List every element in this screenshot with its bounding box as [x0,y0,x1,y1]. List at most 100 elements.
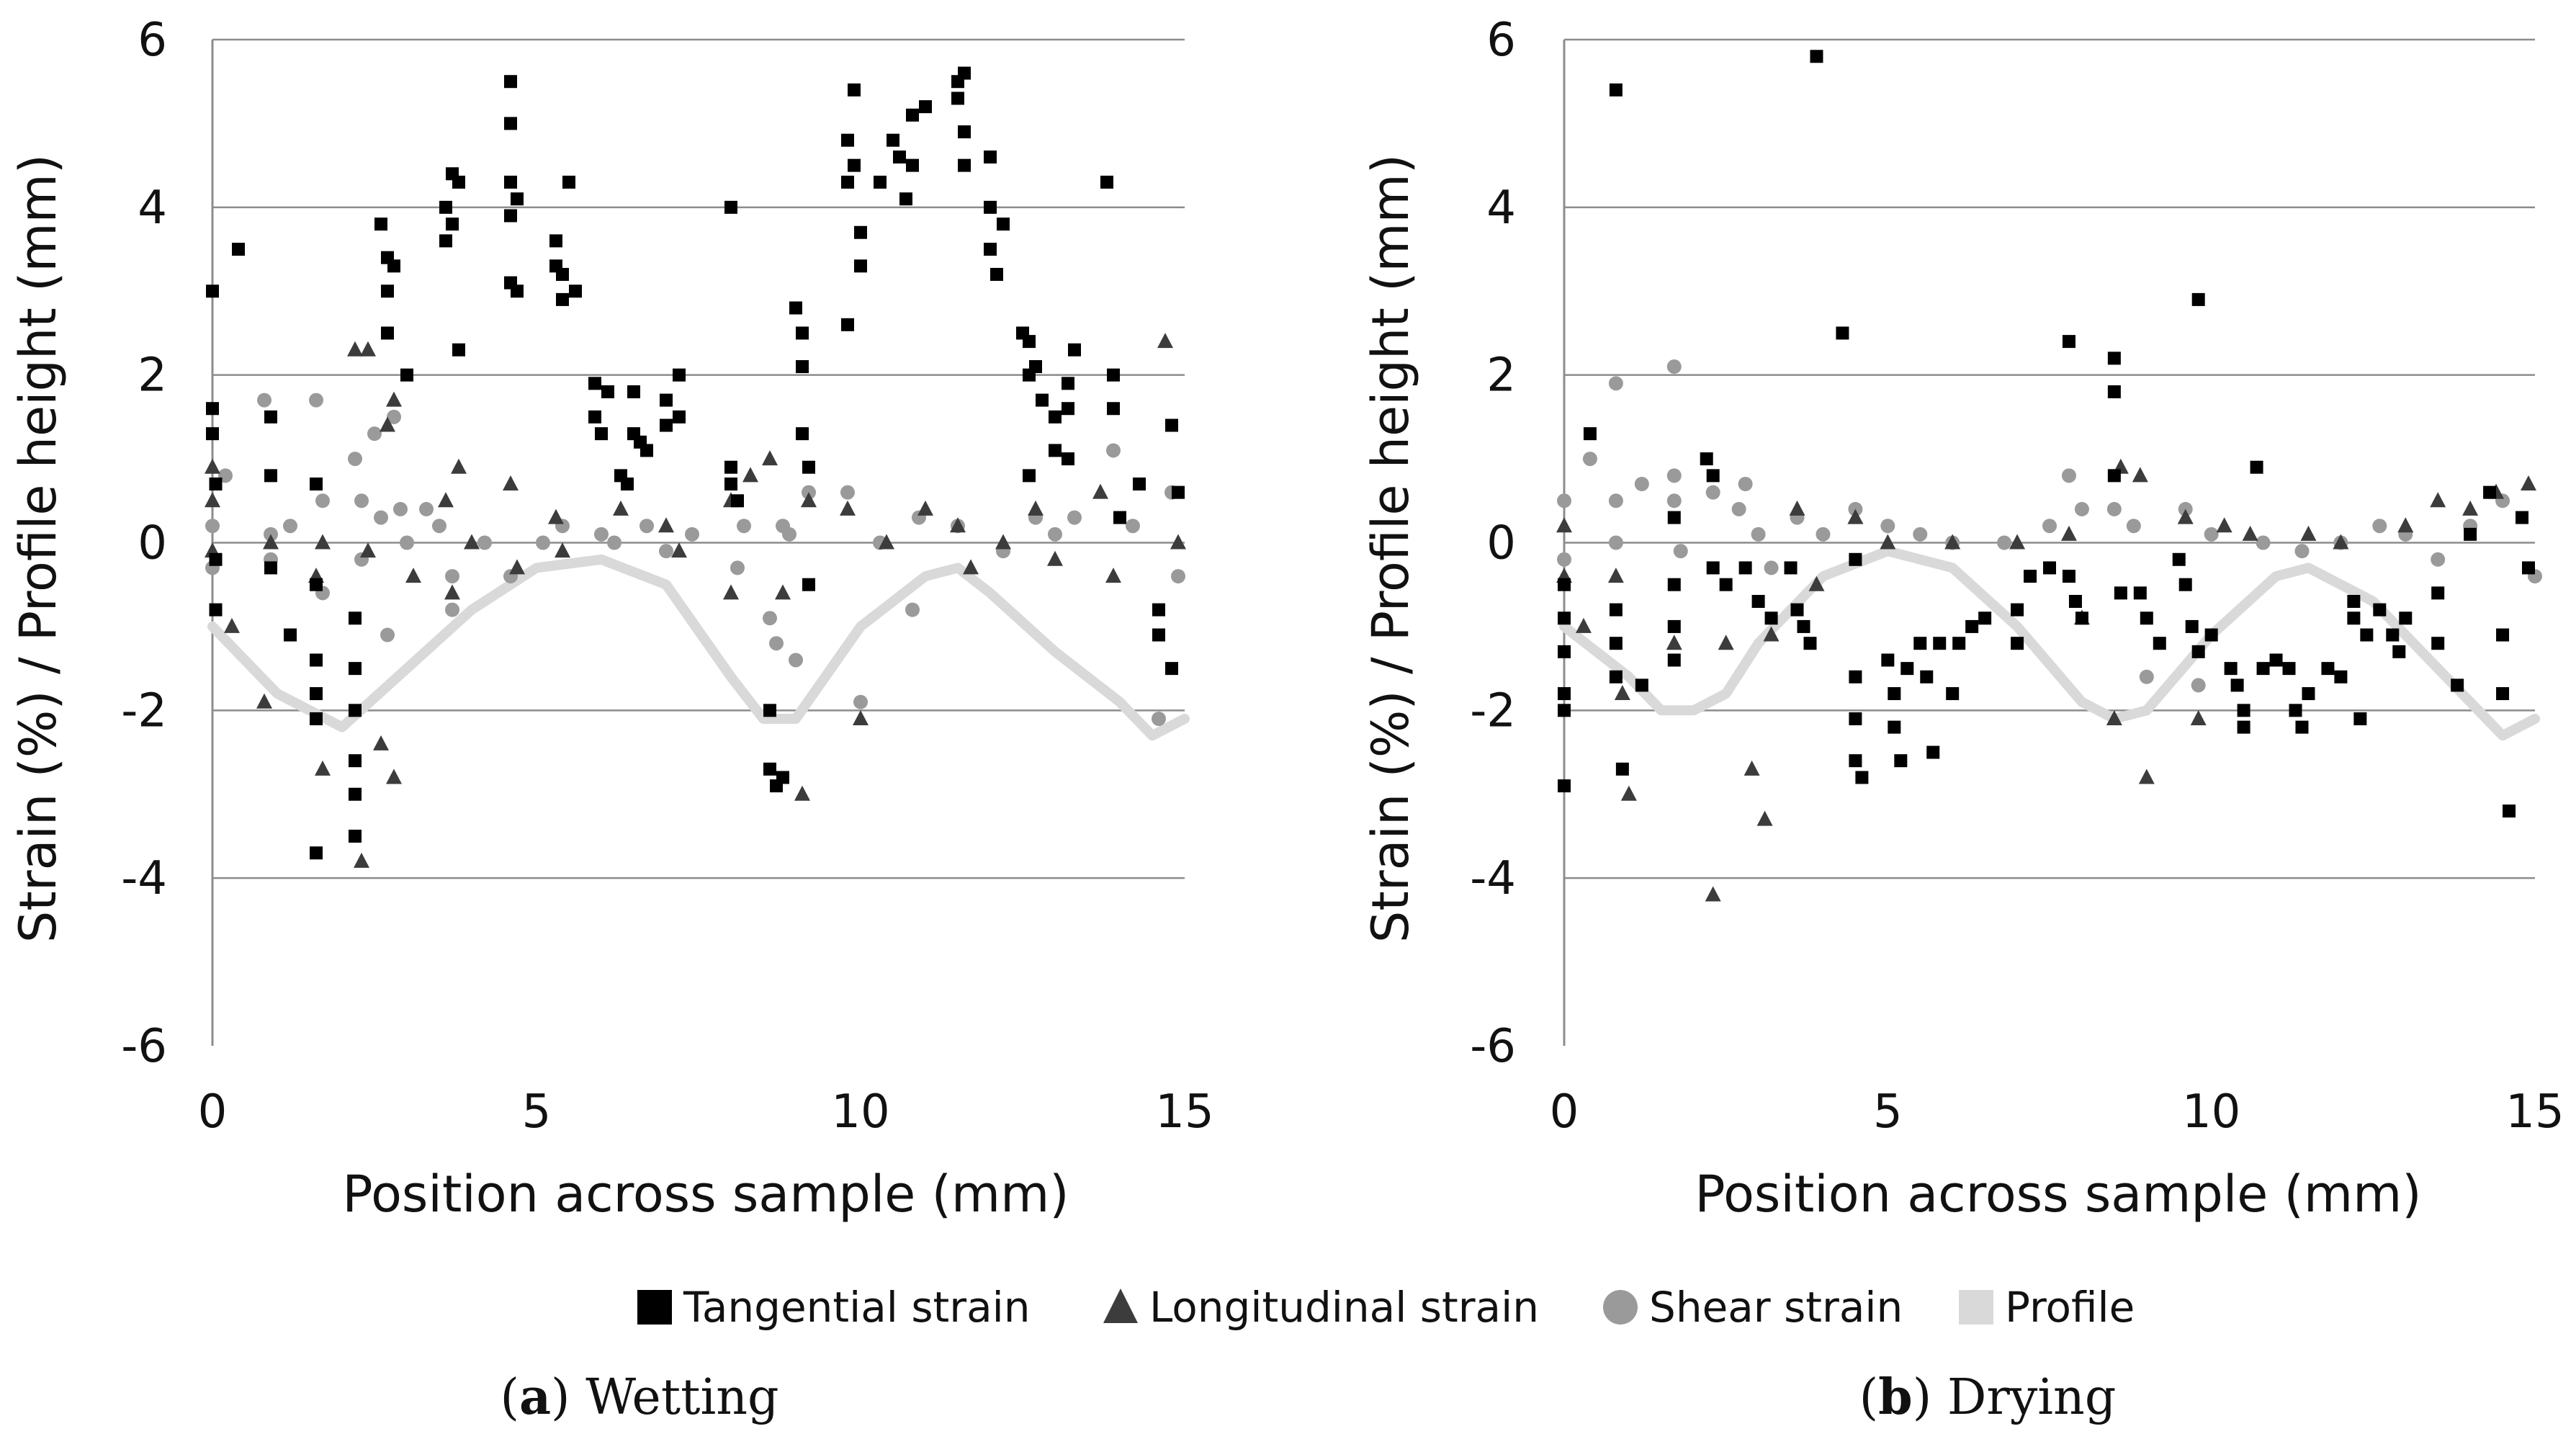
panel-a-tangential-strain-point [997,218,1010,231]
panel-b-shear-strain-point [1673,544,1688,559]
panel-b-shear-strain-point [1582,452,1597,467]
panel-a-tangential-strain-point [452,343,465,357]
panel-a-longitudinal-strain-point [853,709,869,725]
panel-b-tangential-strain-point [2431,586,2445,600]
panel-a-tangential-strain-point [439,200,452,214]
panel-a-tangential-strain-point [958,66,971,80]
panel-a-shear-strain-point [737,519,751,534]
panel-a-xtick-label: 10 [831,1085,889,1139]
panel-b-xlabel: Position across sample (mm) [1695,1165,2421,1224]
panel-b-longitudinal-strain-point [2106,709,2122,725]
panel-b-tangential-strain-point [2334,670,2348,684]
panel-a-longitudinal-strain-point [360,542,376,558]
panel-b-tangential-strain-point [2068,594,2082,608]
panel-b-tangential-strain-point [1836,326,1849,340]
panel-a-tangential-strain-point [264,410,277,424]
panel-a-tangential-strain-point [1068,343,1081,357]
panel-a-longitudinal-strain-point [224,617,240,633]
panel-b-tangential-strain-point [2178,578,2192,591]
panel-b-longitudinal-strain-point [1808,575,1825,591]
panel-a-tangential-strain-point [796,326,809,340]
panel-a-tangential-strain-point [958,125,971,139]
panel-a-longitudinal-strain-point [775,584,791,600]
panel-b-longitudinal-strain-point [1880,534,1896,550]
panel-a-tangential-strain-point [284,628,297,642]
panel-a-shear-strain-point [607,535,621,550]
panel-b-tangential-strain-point [2496,628,2510,642]
panel-a-tangential-strain-point [387,259,400,273]
panel-b-tangential-strain-point [2043,561,2056,575]
panel-b-longitudinal-strain-point [1763,626,1780,642]
panel-a-tangential-strain-point [893,150,906,163]
panel-a-tangential-strain-point [562,175,575,189]
panel-b-tangential-strain-point [1810,50,1823,63]
panel-a-longitudinal-strain-point [205,492,220,508]
panel-a-tangential-strain-point [802,460,815,474]
panel-a-tangential-strain-point [595,427,608,441]
panel-a-ytick-label: 4 [138,182,167,235]
panel-a-tangential-strain-point [511,284,524,298]
panel-a-tangential-strain-point [504,175,517,189]
panel-b-xtick-label: 15 [2505,1085,2564,1139]
panel-a-tangential-strain-point [906,108,919,122]
panel-a-longitudinal-strain-point [613,500,629,516]
panel-b-tangential-strain-point [2360,628,2374,642]
panel-a-tangential-strain-point [1049,410,1062,424]
panel-a-tangential-strain-point [1023,335,1036,349]
panel-a-longitudinal-strain-point [386,768,402,784]
panel-a-tangential-strain-point [349,704,362,717]
panel-b-tangential-strain-point [1667,619,1681,633]
panel-b-shear-strain-point [2126,519,2141,534]
panel-a-tangential-strain-point [854,259,867,273]
panel-b-tangential-strain-point [1719,578,1733,591]
panel-b-tangential-strain-point [2172,552,2186,566]
panel-a-longitudinal-strain-point [315,534,331,550]
panel-b-tangential-strain-point [1978,611,1992,625]
panel-a-xlabel: Position across sample (mm) [342,1165,1069,1224]
panel-b-tangential-strain-point [2399,611,2413,625]
panel-a-tangential-strain-point [349,754,362,768]
panel-b-tangential-strain-point [2431,637,2445,650]
panel-b-tangential-strain-point [1558,611,1571,625]
panel-a-longitudinal-strain-point [438,492,454,508]
panel-b-tangential-strain-point [1609,637,1623,650]
panel-a-tangential-strain-point [310,687,323,701]
panel-b-tangential-strain-point [2107,385,2121,398]
panel-b-ytick-label: -2 [1470,684,1516,738]
panel-a-tangential-strain-point [841,175,854,189]
panel-b-tangential-strain-point [2237,720,2250,734]
panel-a-tangential-strain-point [951,91,964,105]
panel-a-longitudinal-strain-point [658,517,674,533]
panel-b-shear-strain-point [1705,485,1720,500]
panel-a-tangential-strain-point [400,368,413,382]
panel-b-tangential-strain-point [2451,678,2464,692]
panel-a-longitudinal-strain-point [950,517,966,533]
panel-a-tangential-strain-point [984,200,997,214]
panel-b-longitudinal-strain-point [1789,500,1805,516]
panel-a-tangential-strain-point [724,460,737,474]
panel-a-longitudinal-strain-point [405,568,421,583]
panel-a-tangential-strain-point [206,427,219,441]
panel-a-tangential-strain-point [504,209,517,223]
panel-a-xtick-label: 15 [1155,1085,1213,1139]
panel-a-tangential-strain-point [841,318,854,331]
panel-b-longitudinal-strain-point [1614,685,1630,701]
panel-b-tangential-strain-point [2282,662,2296,676]
panel-b-ytick-label: -6 [1470,1020,1516,1073]
panel-b-shear-strain-point [2372,519,2387,534]
panel-b-tangential-strain-point [2204,628,2218,642]
panel-b-tangential-strain-point [1635,678,1648,692]
panel-a-tangential-strain-point [874,175,887,189]
panel-a-longitudinal-strain-point [1105,568,1121,583]
panel-b-shear-strain-point [2191,678,2206,693]
panel-a-shear-strain-point [348,452,362,467]
panel-a-longitudinal-strain-point [762,450,778,466]
panel-b-tangential-strain-point [1558,687,1571,701]
panel-a-tangential-strain-point [349,829,362,843]
panel-a-tangential-strain-point [1023,469,1036,483]
panel-b-tangential-strain-point [2191,292,2205,306]
panel-a-tangential-strain-point [990,267,1003,281]
panel-a-longitudinal-strain-point [256,693,272,709]
panel-b-longitudinal-strain-point [1705,886,1721,902]
panel-b-longitudinal-strain-point [1620,785,1637,801]
